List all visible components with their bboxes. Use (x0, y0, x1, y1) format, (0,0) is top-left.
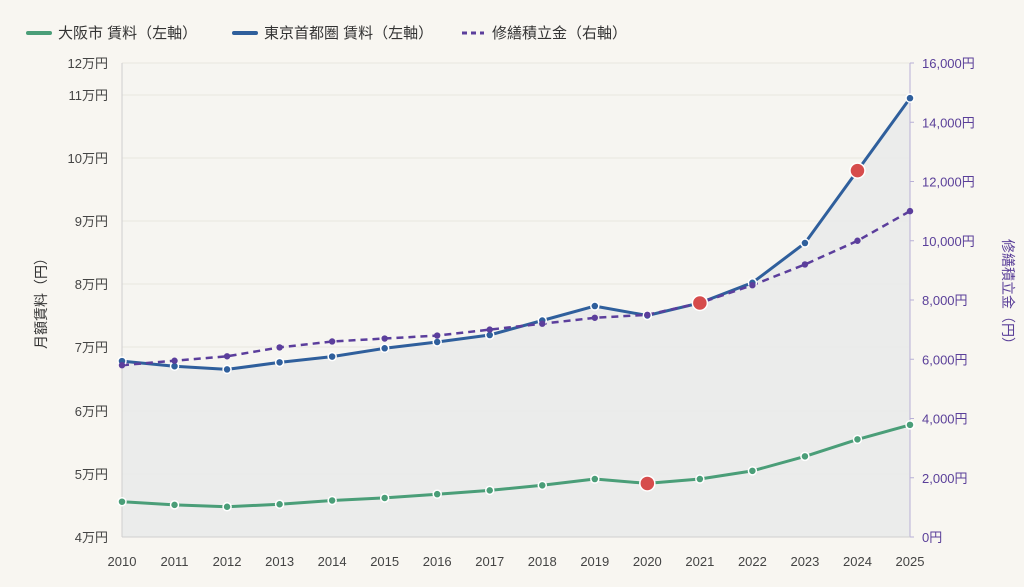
series-lines (121, 97, 912, 509)
x-tick-label: 2017 (475, 554, 504, 569)
y-right-tick-label: 10,000円 (922, 234, 975, 249)
x-tick-label: 2020 (633, 554, 662, 569)
legend: 大阪市 賃料（左軸） 東京首都圏 賃料（左軸） 修繕積立金（右軸） (26, 25, 627, 42)
legend-label[interactable]: 大阪市 賃料（左軸） (58, 25, 197, 42)
data-point[interactable] (747, 466, 758, 476)
x-tick-label: 2022 (738, 554, 767, 569)
y-right-tick-label: 12,000円 (922, 175, 975, 190)
data-point[interactable] (590, 474, 600, 484)
y-left-tick-label: 4万円 (75, 530, 108, 545)
x-tick-label: 2018 (528, 554, 557, 569)
y-right-tick-label: 8,000円 (922, 293, 968, 308)
series-line (121, 210, 911, 367)
x-tick-label: 2024 (843, 554, 872, 569)
y-left-tick-label: 8万円 (75, 277, 108, 292)
data-point[interactable] (539, 320, 546, 327)
series-points (117, 93, 915, 512)
data-point[interactable] (276, 344, 283, 351)
data-point[interactable] (222, 364, 232, 375)
data-point[interactable] (749, 281, 756, 289)
data-point[interactable] (432, 489, 442, 499)
data-point[interactable] (379, 493, 390, 503)
y-axis-right-title: 修繕積立金（円） (1000, 239, 1016, 351)
data-point[interactable] (537, 480, 548, 491)
data-point[interactable] (590, 301, 600, 311)
data-point[interactable] (169, 500, 180, 510)
legend-label[interactable]: 東京首都圏 賃料（左軸） (264, 25, 433, 42)
data-point[interactable] (274, 499, 285, 509)
y-right-tick-label: 16,000円 (922, 56, 975, 71)
data-point[interactable] (854, 237, 861, 244)
data-point[interactable] (905, 420, 915, 430)
data-point[interactable] (117, 496, 127, 507)
data-point[interactable] (118, 361, 126, 369)
series-line (121, 423, 911, 509)
y-right-tick-label: 4,000円 (922, 412, 968, 427)
y-right-tick-label: 6,000円 (922, 352, 968, 367)
data-point[interactable] (327, 351, 337, 362)
data-point[interactable] (906, 207, 914, 215)
x-tick-label: 2011 (161, 554, 189, 569)
y-left-tick-label: 11万円 (69, 88, 109, 103)
x-tick-label: 2010 (108, 554, 137, 569)
data-point[interactable] (905, 93, 915, 103)
data-point[interactable] (327, 495, 337, 506)
y-left-tick-label: 6万円 (75, 404, 108, 419)
y-right-tick-label: 0円 (922, 530, 942, 545)
data-point[interactable] (695, 474, 705, 484)
legend-label[interactable]: 修繕積立金（右軸） (492, 25, 627, 42)
highlight-point[interactable] (691, 294, 709, 312)
data-point[interactable] (852, 434, 863, 445)
data-point[interactable] (801, 261, 809, 268)
y-axis-left-title: 月額賃料（円） (33, 251, 49, 349)
y-left-tick-label: 5万円 (75, 467, 108, 482)
data-point[interactable] (486, 326, 493, 333)
data-point[interactable] (800, 451, 810, 462)
area-fill (122, 98, 910, 538)
data-point[interactable] (328, 338, 336, 345)
x-tick-label: 2025 (896, 554, 925, 569)
y-right-tick-label: 2,000円 (922, 471, 968, 486)
x-tick-label: 2023 (790, 554, 819, 569)
data-point[interactable] (379, 343, 390, 354)
x-tick-label: 2014 (318, 554, 347, 569)
x-tick-label: 2013 (265, 554, 294, 569)
x-tick-label: 2016 (423, 554, 452, 569)
x-tick-label: 2015 (370, 554, 399, 569)
data-point[interactable] (432, 337, 442, 347)
x-tick-label: 2012 (213, 554, 242, 569)
highlight-point[interactable] (849, 162, 866, 179)
y-left-tick-label: 12万円 (68, 56, 108, 71)
axes: 4万円 5万円 6万円 7万円 8万円 9万円 10万円 11万円 12万円 0円 2,000円 4,… (68, 56, 975, 569)
area-under-series (122, 98, 910, 538)
data-point[interactable] (434, 332, 441, 339)
highlight-points (639, 162, 866, 492)
highlight-point[interactable] (639, 475, 656, 492)
data-point[interactable] (591, 314, 598, 321)
data-point[interactable] (644, 311, 651, 319)
data-point[interactable] (381, 335, 388, 342)
data-point[interactable] (800, 238, 810, 248)
y-left-tick-label: 9万円 (75, 214, 108, 229)
x-tick-label: 2019 (580, 554, 609, 569)
data-point[interactable] (274, 357, 285, 368)
y-left-tick-label: 7万円 (75, 340, 108, 355)
data-point[interactable] (171, 357, 178, 364)
data-point[interactable] (223, 353, 231, 360)
y-right-tick-label: 14,000円 (922, 115, 975, 130)
data-point[interactable] (484, 485, 495, 496)
x-tick-label: 2021 (685, 554, 714, 569)
data-point[interactable] (222, 502, 232, 512)
y-left-tick-label: 10万円 (68, 151, 108, 166)
